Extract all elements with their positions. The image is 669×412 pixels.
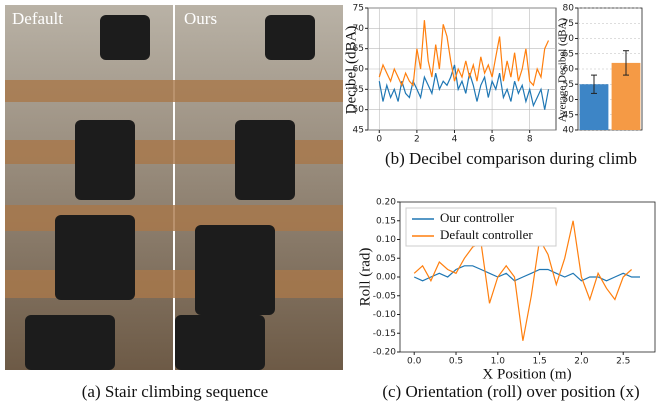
y-tick-label: 45	[353, 126, 364, 136]
y-tick-label: 0.00	[376, 273, 396, 283]
x-tick-label: 0.5	[449, 357, 463, 367]
x-tick-label: 2.0	[574, 357, 589, 367]
y-axis-label: Roll (rad)	[357, 248, 373, 307]
x-axis-label: X Position (m)	[482, 366, 571, 382]
x-tick-label: 0.0	[407, 357, 422, 367]
y-tick-label: 50	[353, 105, 365, 115]
x-tick-label: 8	[527, 135, 533, 145]
y-tick-label: 75	[563, 19, 574, 29]
x-tick-label: 0	[376, 135, 382, 145]
y-tick-label: -0.05	[373, 291, 396, 301]
y-tick-label: 70	[353, 24, 365, 34]
y-tick-label: 45	[563, 110, 574, 120]
y-tick-label: 55	[563, 80, 574, 90]
photo-label: Default	[12, 9, 63, 28]
y-tick-label: 60	[353, 65, 365, 75]
legend-box	[405, 207, 557, 247]
y-tick-label: 0.20	[376, 198, 396, 208]
x-tick-label: 2.5	[616, 357, 630, 367]
legend-label: Default controller	[440, 227, 533, 242]
y-tick-label: 0.10	[376, 235, 396, 245]
y-tick-label: 40	[563, 126, 575, 136]
x-tick-label: 2	[414, 135, 420, 145]
y-tick-label: -0.10	[373, 310, 397, 320]
photo-label: Ours	[184, 9, 217, 28]
x-tick-label: 6	[489, 135, 495, 145]
y-tick-label: -0.20	[373, 348, 397, 358]
data-line	[413, 220, 632, 341]
y-tick-label: 0.05	[376, 254, 396, 264]
photo-panel: Default Ours	[5, 5, 343, 370]
y-tick-label: -0.15	[373, 329, 396, 339]
x-tick-label: 1.5	[532, 357, 546, 367]
y-tick-label: 65	[563, 49, 574, 59]
x-tick-label: 4	[452, 135, 458, 145]
data-line	[413, 265, 640, 282]
y-axis-label: Decibel (dBA)	[343, 26, 359, 115]
legend-label: Our controller	[440, 210, 515, 225]
caption: (c) Orientation (roll) over position (x)	[382, 382, 639, 401]
robots	[25, 15, 315, 370]
caption: (a) Stair climbing sequence	[82, 382, 268, 401]
y-tick-label: 0.15	[376, 216, 396, 226]
data-line	[378, 64, 550, 110]
y-tick-label: 70	[563, 34, 575, 44]
y-tick-label: 50	[563, 95, 575, 105]
y-axis-label: Average Decibel (dBA)	[557, 18, 569, 123]
y-tick-label: 80	[563, 4, 575, 14]
y-tick-label: 75	[353, 4, 364, 14]
y-tick-label: 65	[353, 44, 364, 54]
data-line	[378, 20, 550, 87]
x-tick-label: 1.0	[491, 357, 506, 367]
y-tick-label: 60	[563, 65, 575, 75]
y-tick-label: 55	[353, 85, 364, 95]
caption: (b) Decibel comparison during climb	[385, 149, 637, 168]
